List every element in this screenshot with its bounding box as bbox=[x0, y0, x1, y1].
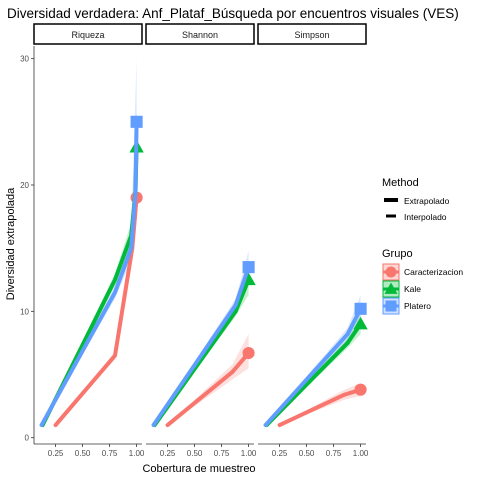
interpolated-line bbox=[39, 189, 138, 428]
y-axis-label: Diversidad extrapolada bbox=[5, 187, 17, 300]
y-tick-label: 10 bbox=[20, 307, 29, 316]
series-platero bbox=[263, 302, 367, 428]
x-tick-label: 1.00 bbox=[129, 449, 145, 458]
series-caracterizacion bbox=[165, 346, 255, 428]
y-tick-label: 0 bbox=[25, 434, 30, 443]
end-point-marker bbox=[354, 302, 367, 315]
legend-groups: Caracterizacion Kale Platero bbox=[382, 263, 463, 315]
legend-method-title: Method bbox=[382, 177, 419, 189]
interpolated-line bbox=[53, 195, 139, 428]
end-point-marker bbox=[242, 261, 255, 274]
legend-group-label: Kale bbox=[404, 284, 421, 294]
panel-simpson: Simpson 0.25 0.50 0.75 1.00 bbox=[257, 23, 369, 458]
facet-strip bbox=[257, 23, 367, 45]
x-tick-label: 0.25 bbox=[272, 449, 288, 458]
series-platero bbox=[39, 115, 143, 428]
extrapolated-line bbox=[233, 265, 251, 308]
facet-strip-label: Simpson bbox=[294, 30, 329, 40]
x-tick-label: 0.25 bbox=[48, 449, 64, 458]
legend-methods: Extrapolado Interpolado bbox=[384, 196, 450, 222]
chart-title: Diversidad verdadera: Anf_Plataf_Búsqued… bbox=[7, 6, 459, 21]
legend-item-kale: Kale bbox=[382, 280, 421, 298]
x-tick-label: 1.00 bbox=[353, 449, 369, 458]
x-tick-label: 0.50 bbox=[187, 449, 203, 458]
x-tick-label: 0.50 bbox=[75, 449, 91, 458]
x-axis: 0.25 0.50 0.75 1.00 bbox=[34, 443, 145, 458]
legend-group-label: Platero bbox=[404, 301, 431, 311]
y-axis: 0 10 20 30 bbox=[20, 46, 35, 444]
y-tick-label: 30 bbox=[20, 55, 29, 64]
x-tick-label: 0.25 bbox=[160, 449, 176, 458]
legend-key-marker bbox=[385, 266, 397, 278]
facet-strip-label: Shannon bbox=[182, 30, 218, 40]
interpolated-line bbox=[263, 332, 350, 428]
x-axis: 0.25 0.50 0.75 1.00 bbox=[146, 443, 257, 458]
end-point-marker bbox=[242, 346, 255, 360]
facet-strip bbox=[33, 23, 143, 45]
legend-item-caracterizacion: Caracterizacion bbox=[382, 263, 463, 281]
legend-method-label: Interpolado bbox=[404, 212, 447, 222]
x-tick-label: 0.75 bbox=[326, 449, 342, 458]
y-tick-label: 20 bbox=[20, 181, 29, 190]
x-tick-label: 0.75 bbox=[102, 449, 118, 458]
facet-strip-label: Riqueza bbox=[71, 30, 104, 40]
interpolated-line bbox=[165, 369, 235, 428]
x-tick-label: 1.00 bbox=[241, 449, 257, 458]
x-tick-label: 0.50 bbox=[299, 449, 315, 458]
facet-strip bbox=[145, 23, 255, 45]
x-axis-label: Cobertura de muestreo bbox=[142, 463, 255, 475]
legend-group-title: Grupo bbox=[382, 248, 413, 260]
end-point-marker bbox=[353, 316, 368, 330]
legend-key-marker bbox=[384, 282, 398, 294]
legend-key-marker bbox=[385, 300, 397, 312]
legend-item-platero: Platero bbox=[382, 297, 431, 315]
series-caracterizacion bbox=[277, 383, 367, 428]
ci-band-platero bbox=[41, 58, 137, 426]
ci-band-platero bbox=[265, 294, 361, 426]
panel-riqueza: Riqueza 0.25 0.50 0.75 1.00 bbox=[33, 23, 145, 458]
end-point-marker bbox=[130, 115, 143, 128]
x-tick-label: 0.75 bbox=[214, 449, 230, 458]
panel-shannon: Shannon 0.25 0.50 0.75 1.00 bbox=[145, 23, 257, 458]
x-axis: 0.25 0.50 0.75 1.00 bbox=[258, 443, 369, 458]
series-platero bbox=[151, 261, 255, 428]
interpolated-line bbox=[277, 392, 347, 428]
legend-group-label: Caracterizacion bbox=[404, 267, 463, 277]
legend-method-label: Extrapolado bbox=[404, 196, 450, 206]
interpolated-line bbox=[151, 303, 238, 428]
legend: Method Extrapolado Interpolado Grupo Cara… bbox=[382, 177, 463, 315]
end-point-marker bbox=[354, 383, 367, 396]
extrapolated-line bbox=[133, 119, 139, 194]
